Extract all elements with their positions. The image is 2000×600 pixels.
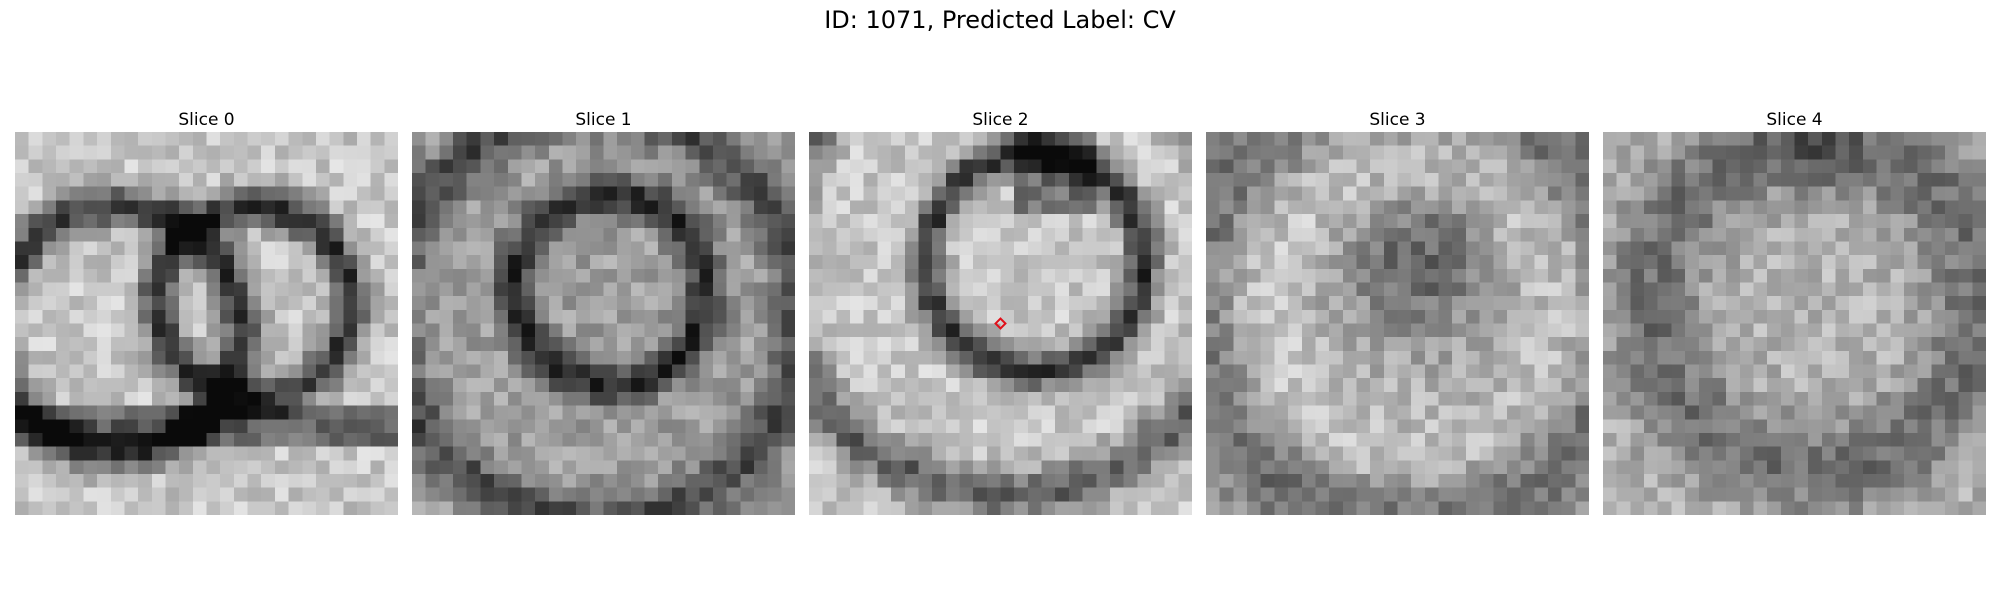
- slice-image-3: [1206, 132, 1589, 515]
- slice-label-4: Slice 4: [1766, 110, 1823, 130]
- slice-label-3: Slice 3: [1369, 110, 1426, 130]
- slice-panel-0: Slice 0: [15, 108, 398, 515]
- slice-label-0: Slice 0: [178, 110, 235, 130]
- slice-panel-3: Slice 3: [1206, 108, 1589, 515]
- slice-label-2: Slice 2: [972, 110, 1029, 130]
- slice-image-4: [1603, 132, 1986, 515]
- slice-image-2: [809, 132, 1192, 515]
- slice-image-0: [15, 132, 398, 515]
- slice-panel-4: Slice 4: [1603, 108, 1986, 515]
- slice-panel-1: Slice 1: [412, 108, 795, 515]
- slice-panel-2: Slice 2: [809, 108, 1192, 515]
- slice-label-1: Slice 1: [575, 110, 632, 130]
- figure-title: ID: 1071, Predicted Label: CV: [824, 6, 1176, 34]
- slice-image-1: [412, 132, 795, 515]
